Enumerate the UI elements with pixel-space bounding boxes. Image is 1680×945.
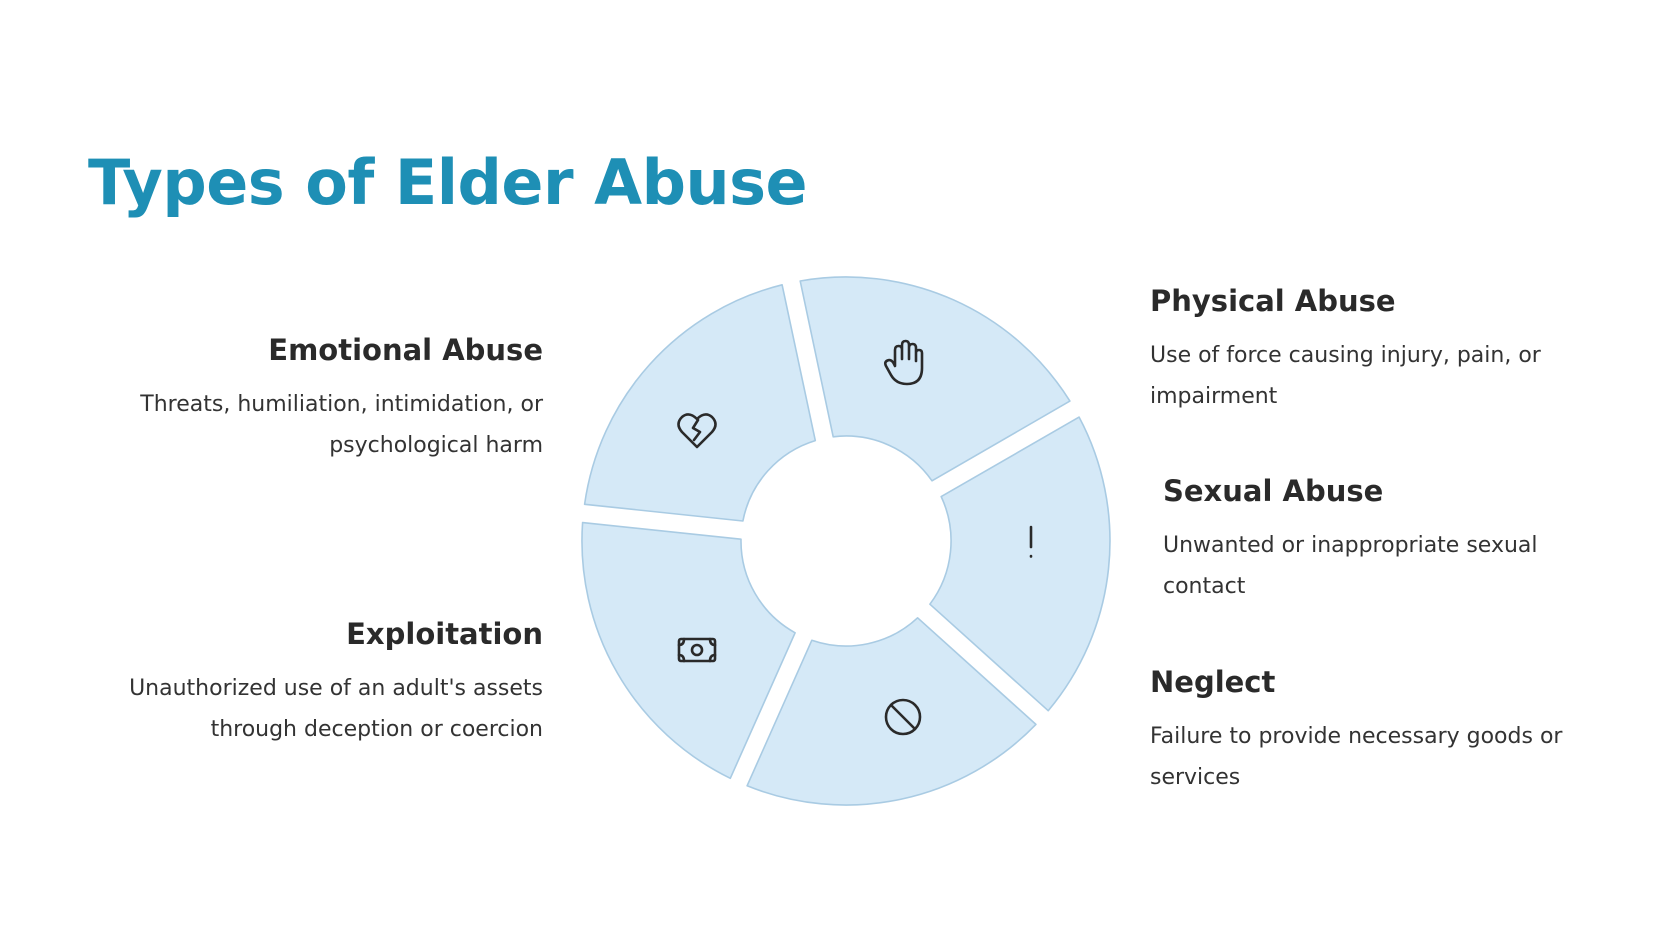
- wheel-segment-emotional: [583, 284, 817, 522]
- label-exploitation: Exploitation Unauthorized use of an adul…: [88, 616, 543, 750]
- wheel-segment-neglect: [746, 617, 1037, 806]
- heading-neglect: Neglect: [1150, 665, 1276, 699]
- label-neglect: Neglect Failure to provide necessary goo…: [1150, 664, 1605, 798]
- heading-emotional-abuse: Emotional Abuse: [268, 333, 543, 367]
- heading-exploitation: Exploitation: [346, 617, 543, 651]
- description-emotional-abuse: Threats, humiliation, intimidation, or p…: [140, 391, 543, 458]
- heading-physical-abuse: Physical Abuse: [1150, 284, 1396, 318]
- wheel-segment-sexual: [929, 416, 1111, 712]
- description-exploitation: Unauthorized use of an adult's assets th…: [129, 675, 543, 742]
- prohibited-icon: [884, 698, 922, 736]
- wheel-segment-exploitation: [581, 521, 796, 780]
- banknote-icon: [677, 637, 717, 663]
- description-neglect: Failure to provide necessary goods or se…: [1150, 723, 1563, 790]
- hand-icon: [883, 339, 924, 386]
- description-sexual-abuse: Unwanted or inappropriate sexual contact: [1163, 532, 1538, 599]
- description-physical-abuse: Use of force causing injury, pain, or im…: [1150, 342, 1541, 409]
- label-emotional-abuse: Emotional Abuse Threats, humiliation, in…: [88, 332, 543, 466]
- heading-sexual-abuse: Sexual Abuse: [1163, 474, 1384, 508]
- broken-heart-icon: [677, 413, 717, 449]
- page-title: Types of Elder Abuse: [88, 146, 808, 219]
- wheel-segment-physical: [799, 276, 1071, 482]
- label-physical-abuse: Physical Abuse Use of force causing inju…: [1150, 283, 1605, 417]
- label-sexual-abuse: Sexual Abuse Unwanted or inappropriate s…: [1163, 473, 1618, 607]
